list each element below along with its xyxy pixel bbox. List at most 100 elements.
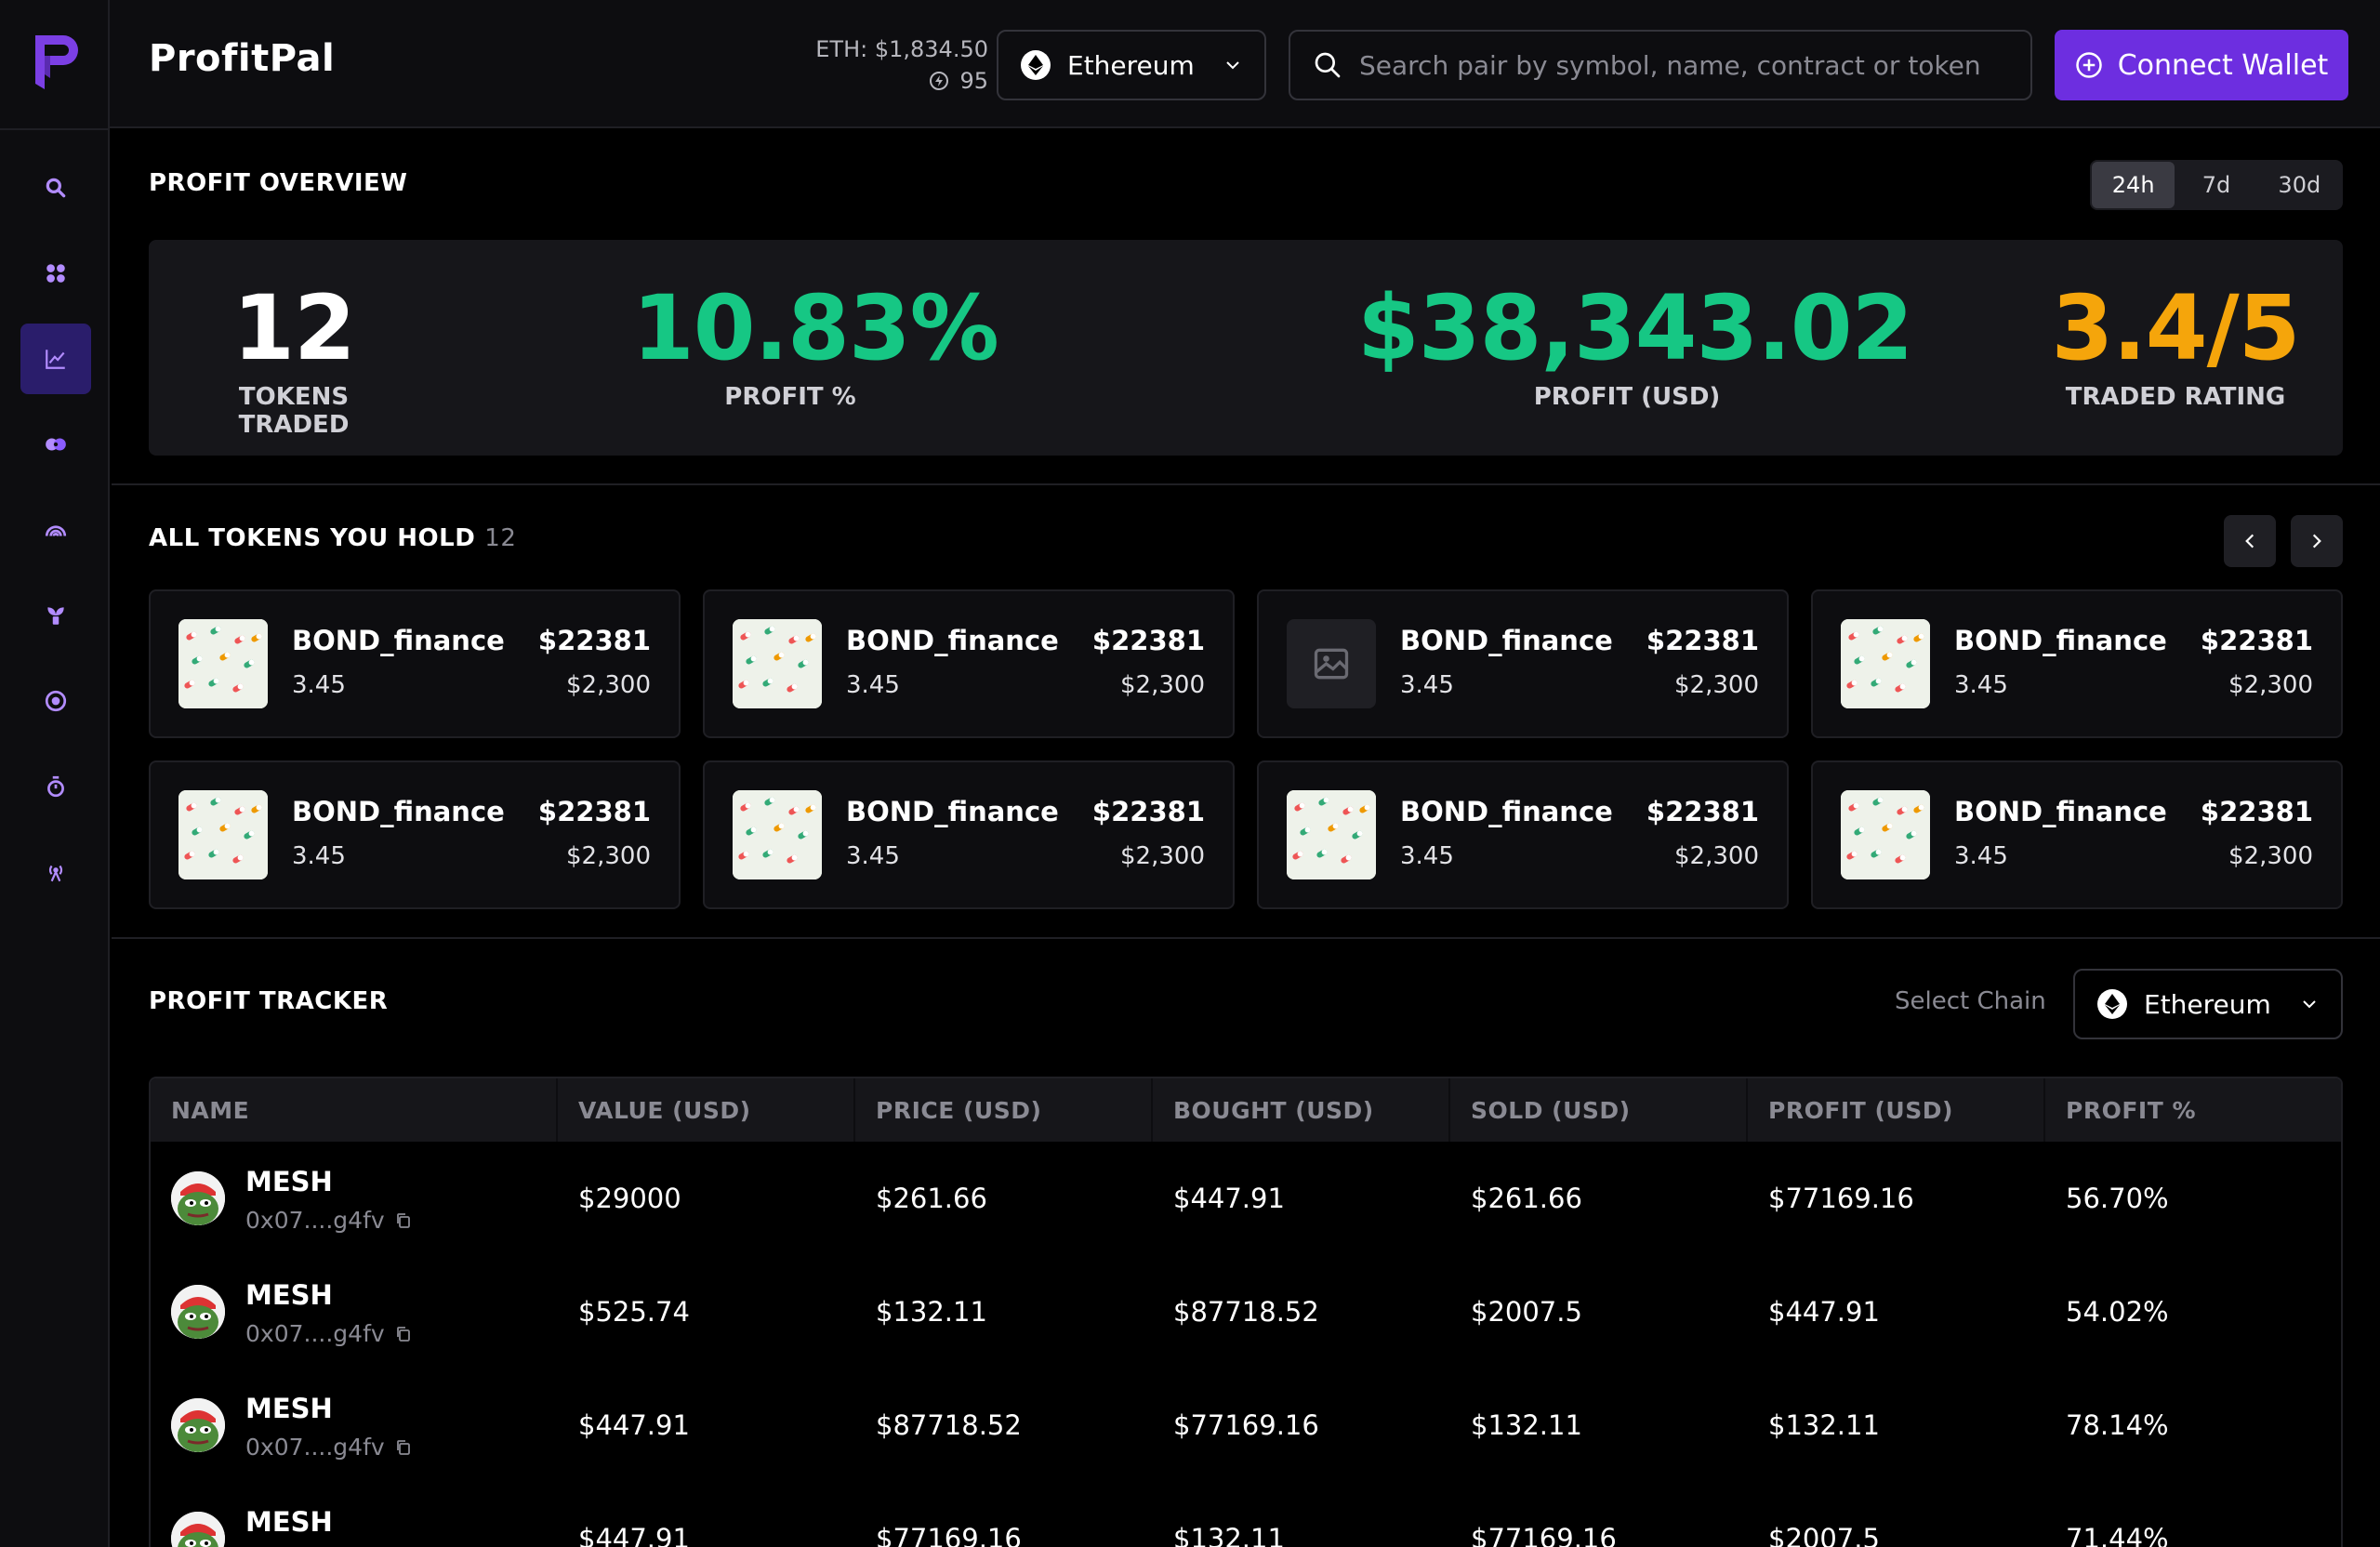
table-row[interactable]: MESH 0x07....g4fv $525.74 $132.11 $87718.52 $… bbox=[151, 1255, 2341, 1368]
col-sold-header[interactable]: SOLD (USD) bbox=[1450, 1078, 1748, 1142]
token-name: BOND_finance bbox=[846, 796, 1059, 827]
col-value: $29000 bbox=[578, 1183, 681, 1214]
gas-icon bbox=[930, 72, 949, 90]
col-sold: $2007.5 bbox=[1471, 1296, 1582, 1328]
tab-7d[interactable]: 7d bbox=[2202, 172, 2231, 198]
select-chain-label: Select Chain bbox=[1895, 987, 2046, 1015]
search-bar[interactable] bbox=[1289, 30, 2032, 100]
copy-icon[interactable] bbox=[394, 1325, 413, 1343]
token-price: $22381 bbox=[1091, 796, 1205, 827]
sidebar-divider bbox=[0, 128, 110, 130]
sidebar-item-target[interactable] bbox=[20, 666, 91, 736]
token-image bbox=[733, 619, 822, 708]
connect-wallet-button[interactable]: Connect Wallet bbox=[2055, 30, 2348, 100]
tokens-traded-value: 12 bbox=[232, 276, 356, 380]
token-card[interactable]: BOND_finance 3.45 $22381 $2,300 bbox=[149, 760, 681, 909]
col-price: $132.11 bbox=[876, 1296, 987, 1328]
profit-usd-value: $38,343.02 bbox=[1357, 276, 1913, 380]
col-profit: $77169.16 bbox=[1768, 1183, 1914, 1214]
col-profit-pct: 54.02% bbox=[2066, 1296, 2169, 1328]
token-card[interactable]: BOND_finance 3.45 $22381 $2,300 bbox=[1257, 760, 1789, 909]
token-image bbox=[733, 790, 822, 879]
profit-pct-label: PROFIT % bbox=[724, 383, 856, 411]
col-value: $447.91 bbox=[578, 1409, 690, 1441]
range-tabs: 24h 7d 30d bbox=[2090, 160, 2343, 210]
section-divider bbox=[112, 483, 2380, 485]
token-avatar bbox=[171, 1285, 225, 1339]
image-placeholder-icon bbox=[1287, 619, 1376, 708]
rainbow-icon bbox=[45, 525, 67, 536]
target-icon bbox=[45, 690, 67, 712]
token-card[interactable]: BOND_finance 3.45 $22381 $2,300 bbox=[149, 589, 681, 738]
tracker-chain-select[interactable]: Ethereum bbox=[2073, 969, 2343, 1039]
token-name: BOND_finance bbox=[292, 796, 505, 827]
coin-name: MESH bbox=[245, 1279, 333, 1311]
search-input[interactable] bbox=[1359, 49, 1991, 81]
sidebar-item-timer[interactable] bbox=[20, 751, 91, 822]
ethereum-icon bbox=[2097, 989, 2127, 1019]
copy-icon[interactable] bbox=[394, 1211, 413, 1230]
token-card[interactable]: BOND_finance 3.45 $22381 $2,300 bbox=[703, 760, 1235, 909]
coin-address-row: 0x07....g4fv bbox=[245, 1434, 413, 1461]
col-bought: $87718.52 bbox=[1173, 1296, 1319, 1328]
token-card[interactable]: BOND_finance 3.45 $22381 $2,300 bbox=[1811, 760, 2343, 909]
col-bought: $447.91 bbox=[1173, 1183, 1285, 1214]
sidebar-item-toggle[interactable] bbox=[20, 409, 91, 480]
coin-address: 0x07....g4fv bbox=[245, 1320, 385, 1347]
ethereum-icon bbox=[1021, 50, 1051, 80]
sidebar-item-broadcast[interactable] bbox=[20, 837, 91, 907]
col-bought-header[interactable]: BOUGHT (USD) bbox=[1153, 1078, 1450, 1142]
profit-overview-title: PROFIT OVERVIEW bbox=[149, 169, 408, 197]
sidebar-item-plant[interactable] bbox=[20, 580, 91, 651]
coin-address: 0x07....g4fv bbox=[245, 1207, 385, 1234]
token-avatar bbox=[171, 1512, 225, 1547]
col-sold: $132.11 bbox=[1471, 1409, 1582, 1441]
copy-icon[interactable] bbox=[394, 1438, 413, 1457]
col-profit-header[interactable]: PROFIT (USD) bbox=[1748, 1078, 2045, 1142]
logo-icon[interactable] bbox=[32, 32, 80, 93]
token-card[interactable]: BOND_finance 3.45 $22381 $2,300 bbox=[703, 589, 1235, 738]
sidebar-item-search[interactable] bbox=[20, 152, 91, 223]
col-price-header[interactable]: PRICE (USD) bbox=[855, 1078, 1153, 1142]
col-value-header[interactable]: VALUE (USD) bbox=[558, 1078, 855, 1142]
coin-name: MESH bbox=[245, 1393, 333, 1424]
stat-tokens-traded: 12 TOKENS TRADED bbox=[182, 277, 405, 439]
token-name: BOND_finance bbox=[846, 625, 1059, 656]
eth-info: ETH: $1,834.50 95 bbox=[815, 33, 988, 97]
broadcast-icon bbox=[48, 865, 63, 882]
tab-24h[interactable]: 24h bbox=[2092, 162, 2175, 208]
tokens-traded-label: TOKENS TRADED bbox=[238, 383, 350, 439]
col-bought: $132.11 bbox=[1173, 1523, 1285, 1547]
token-price: $22381 bbox=[1091, 625, 1205, 656]
tokens-next-button[interactable] bbox=[2291, 515, 2343, 567]
chain-select[interactable]: Ethereum bbox=[997, 30, 1266, 100]
cell-name: MESH 0x07....g4fv bbox=[151, 1255, 558, 1368]
col-profit-pct-header[interactable]: PROFIT % bbox=[2045, 1078, 2341, 1142]
sidebar-item-apps[interactable] bbox=[20, 238, 91, 309]
profit-usd-label: PROFIT (USD) bbox=[1533, 383, 1721, 411]
coin-name: MESH bbox=[245, 1166, 333, 1197]
col-value: $525.74 bbox=[578, 1296, 690, 1328]
col-name-header[interactable]: NAME bbox=[151, 1078, 558, 1142]
table-header: NAME VALUE (USD) PRICE (USD) BOUGHT (USD) SO… bbox=[151, 1078, 2341, 1142]
sidebar-item-rainbow[interactable] bbox=[20, 495, 91, 565]
token-card[interactable]: BOND_finance 3.45 $22381 $2,300 bbox=[1811, 589, 2343, 738]
tab-30d[interactable]: 30d bbox=[2278, 172, 2321, 198]
token-name: BOND_finance bbox=[1954, 625, 2167, 656]
coin-address-row: 0x07....g4fv bbox=[245, 1207, 413, 1234]
profit-tracker-title: PROFIT TRACKER bbox=[149, 987, 389, 1015]
search-icon bbox=[1315, 52, 1341, 78]
search-icon bbox=[46, 178, 66, 198]
col-bought: $77169.16 bbox=[1173, 1409, 1319, 1441]
sidebar-item-chart[interactable] bbox=[20, 324, 91, 394]
table-row[interactable]: MESH 0x07....g4fv $447.91 $87718.52 $77169.1… bbox=[151, 1368, 2341, 1482]
table-row[interactable]: MESH 0x07....g4fv $29000 $261.66 $447.91 $261… bbox=[151, 1142, 2341, 1255]
tokens-prev-button[interactable] bbox=[2224, 515, 2276, 567]
token-card[interactable]: BOND_finance 3.45 $22381 $2,300 bbox=[1257, 589, 1789, 738]
col-profit: $2007.5 bbox=[1768, 1523, 1880, 1547]
chain-select-label: Ethereum bbox=[1067, 49, 1195, 81]
col-price: $261.66 bbox=[876, 1183, 987, 1214]
chart-icon bbox=[46, 350, 65, 369]
